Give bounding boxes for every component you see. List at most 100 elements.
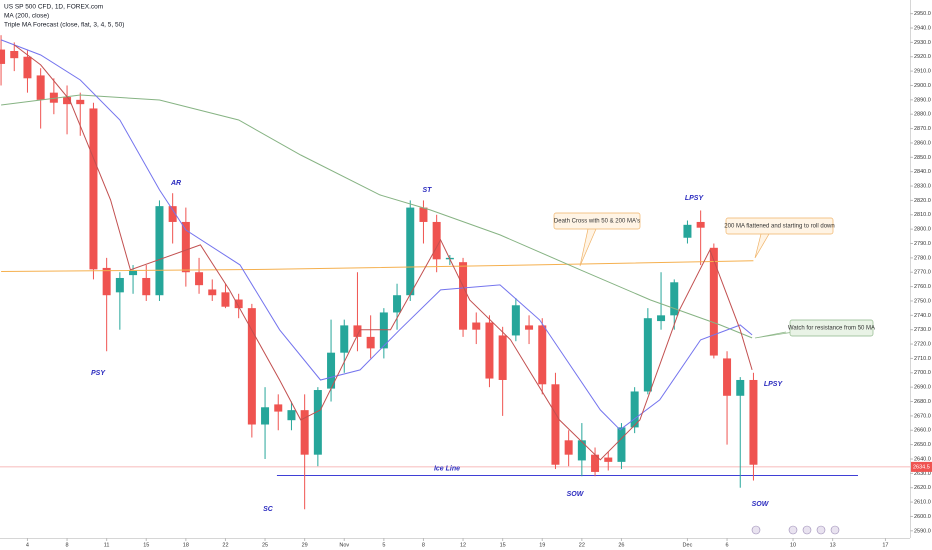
- callout-text: Watch for resistance from 50 MA: [788, 326, 875, 332]
- candle-body: [696, 221, 705, 228]
- y-tick-label: 2650.0: [914, 442, 931, 448]
- y-tick-label: 2810.0: [914, 212, 931, 218]
- annotation: ST: [423, 187, 433, 194]
- y-tick-label: 2660.0: [914, 428, 931, 434]
- y-tick-label: 2920.0: [914, 54, 931, 60]
- last-price-label: 2634.5: [913, 464, 930, 470]
- candle-body: [181, 221, 190, 273]
- y-tick-label: 2790.0: [914, 241, 931, 247]
- candle-body: [287, 410, 296, 421]
- y-tick-label: 2600.0: [914, 514, 931, 520]
- symbol-title: US SP 500 CFD, 1D, FOREX.com: [4, 4, 103, 11]
- candle-body: [340, 325, 349, 353]
- candle-body: [419, 207, 428, 222]
- candle-body: [498, 335, 507, 380]
- callout-pointer: [754, 331, 795, 339]
- x-tick-label: 8: [66, 542, 69, 548]
- annotation: SOW: [567, 491, 585, 498]
- candle-body: [525, 325, 534, 330]
- y-tick-label: 2590.0: [914, 528, 931, 534]
- x-tick-label: 22: [222, 542, 228, 548]
- candle-body: [36, 75, 45, 100]
- callout-box: [789, 319, 874, 337]
- y-tick-label: 2830.0: [914, 183, 931, 189]
- candle-body: [604, 457, 613, 462]
- x-tick-label: 13: [830, 542, 836, 548]
- y-tick-label: 2950.0: [914, 11, 931, 17]
- x-tick-label: 25: [262, 542, 268, 548]
- x-tick-label: 17: [882, 542, 888, 548]
- candle-body: [261, 407, 270, 425]
- y-tick-label: 2860.0: [914, 140, 931, 146]
- x-tick-label: 29: [302, 542, 308, 548]
- y-tick-label: 2670.0: [914, 413, 931, 419]
- ma-line: [1, 260, 754, 272]
- candle-body: [538, 325, 547, 385]
- x-tick-label: 15: [143, 542, 149, 548]
- candle-body: [89, 108, 98, 270]
- callout-text: Death Cross with 50 & 200 MA's: [554, 219, 640, 225]
- event-icons: [751, 525, 840, 535]
- candle-body: [472, 322, 481, 330]
- y-tick-label: 2700.0: [914, 370, 931, 376]
- y-tick-label: 2710.0: [914, 356, 931, 362]
- candle-body: [327, 352, 336, 389]
- y-tick-label: 2610.0: [914, 500, 931, 506]
- y-tick-label: 2760.0: [914, 284, 931, 290]
- candle-body: [274, 404, 283, 412]
- y-tick-label: 2870.0: [914, 126, 931, 132]
- y-tick-label: 2690.0: [914, 385, 931, 391]
- candle-body: [683, 224, 692, 238]
- candle-body: [208, 289, 217, 296]
- candle-body: [0, 49, 6, 64]
- annotation: SC: [263, 506, 274, 513]
- y-tick-label: 2900.0: [914, 83, 931, 89]
- x-tick-label: 5: [382, 542, 385, 548]
- candle-body: [168, 206, 177, 222]
- candle-body: [657, 315, 666, 322]
- candle-body: [577, 440, 586, 461]
- candle-body: [155, 206, 164, 296]
- candle-body: [63, 96, 72, 105]
- annotation: PSY: [91, 370, 106, 377]
- candle-body: [10, 50, 19, 59]
- candle-body: [195, 272, 204, 286]
- x-tick-label: Dec: [683, 542, 693, 548]
- candle-body: [564, 440, 573, 455]
- ma-line: [1, 94, 753, 339]
- y-tick-label: 2940.0: [914, 25, 931, 31]
- last-price-tag: [911, 461, 932, 472]
- candle-body: [406, 207, 415, 296]
- candle-body: [709, 247, 718, 356]
- candle-body: [247, 308, 256, 425]
- candle-body: [115, 277, 124, 293]
- y-tick-label: 2820.0: [914, 198, 931, 204]
- x-tick-label: 6: [726, 542, 729, 548]
- x-tick-label: 22: [579, 542, 585, 548]
- candle-body: [313, 390, 322, 455]
- y-tick-label: 2780.0: [914, 255, 931, 261]
- y-tick-label: 2640.0: [914, 456, 931, 462]
- y-tick-label: 2840.0: [914, 169, 931, 175]
- x-tick-label: 10: [790, 542, 796, 548]
- candle-body: [300, 410, 309, 455]
- x-tick-label: Nov: [339, 542, 349, 548]
- annotation: LPSY: [685, 195, 705, 202]
- y-tick-label: 2770.0: [914, 270, 931, 276]
- y-tick-label: 2850.0: [914, 155, 931, 161]
- candle-body: [76, 99, 85, 105]
- candle-body: [221, 292, 230, 307]
- x-tick-label: 26: [618, 542, 624, 548]
- ma-line: [13, 44, 753, 461]
- y-tick-label: 2740.0: [914, 313, 931, 319]
- candle-body: [749, 379, 758, 465]
- callout-text: 200 MA flattened and starting to roll do…: [724, 224, 834, 230]
- ma-line: [0, 39, 753, 431]
- callout-box: [553, 212, 641, 230]
- candle-body: [393, 295, 402, 313]
- y-tick-label: 2800.0: [914, 227, 931, 233]
- candle-body: [102, 267, 111, 296]
- candle-body: [485, 322, 494, 379]
- x-tick-label: 12: [460, 542, 466, 548]
- y-tick-label: 2930.0: [914, 40, 931, 46]
